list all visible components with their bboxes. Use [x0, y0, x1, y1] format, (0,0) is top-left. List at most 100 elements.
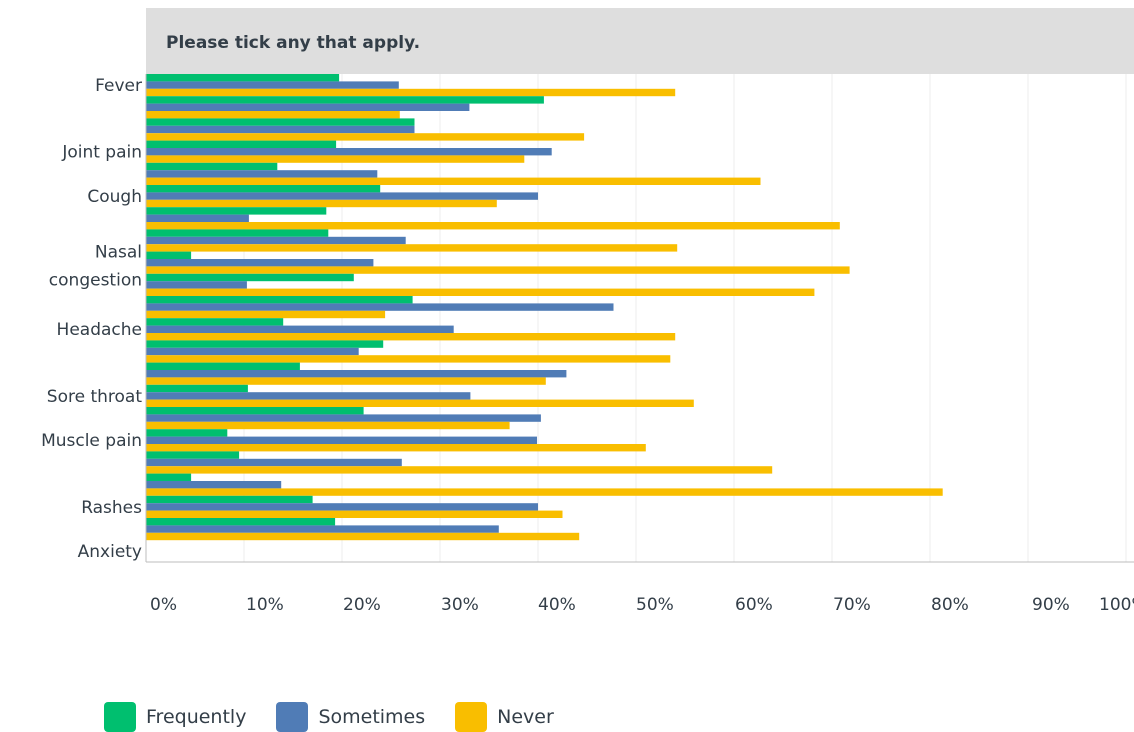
bar-frequently: [146, 296, 413, 304]
bar-never: [146, 355, 671, 363]
x-tick-label: 10%: [246, 595, 284, 615]
bar-sometimes: [146, 236, 406, 245]
category-label: congestion: [49, 271, 142, 291]
bar-never: [146, 88, 676, 97]
bar-frequently: [146, 407, 364, 415]
bar-sometimes: [146, 436, 537, 444]
category-label: Rashes: [81, 498, 142, 518]
bar-frequently: [146, 318, 284, 326]
x-tick-label: 50%: [636, 595, 674, 615]
bar-sometimes: [146, 370, 567, 378]
bar-frequently: [146, 429, 228, 437]
bar-never: [146, 133, 585, 141]
category-label: Nasal: [95, 243, 142, 263]
legend: Frequently Sometimes Never: [104, 702, 584, 732]
category-label: Cough: [87, 187, 142, 207]
bar-never: [146, 488, 943, 496]
x-tick-label: 20%: [343, 595, 381, 615]
bar-frequently: [146, 185, 381, 193]
x-tick-label: 100%: [1099, 595, 1134, 615]
bar-never: [146, 421, 510, 430]
bar-frequently: [146, 96, 544, 104]
category-label: Anxiety: [78, 542, 142, 562]
bars: [146, 74, 943, 541]
legend-swatch-never: [455, 702, 488, 732]
bar-sometimes: [146, 481, 282, 489]
bar-never: [146, 244, 678, 252]
category-label: Joint pain: [61, 143, 142, 163]
x-tick-label: 80%: [931, 595, 969, 615]
bar-never: [146, 377, 546, 385]
legend-swatch-frequently: [104, 702, 136, 732]
x-tick-labels: 0% 10% 20% 30% 40% 50% 60% 70% 80% 90% 100%: [150, 595, 1134, 615]
bar-never: [146, 466, 773, 474]
bar-never: [146, 222, 840, 230]
bar-frequently: [146, 518, 336, 526]
bar-never: [146, 288, 815, 296]
legend-item-frequently: Frequently: [104, 702, 246, 732]
bar-never: [146, 532, 580, 541]
title-bar: [146, 8, 1134, 74]
bar-sometimes: [146, 392, 471, 400]
bar-frequently: [146, 207, 327, 215]
x-tick-label: 30%: [441, 595, 479, 615]
bar-never: [146, 199, 497, 208]
legend-label-sometimes: Sometimes: [318, 706, 426, 728]
bar-sometimes: [146, 259, 374, 267]
bar-frequently: [146, 362, 300, 370]
bar-sometimes: [146, 170, 378, 178]
bar-sometimes: [146, 347, 359, 356]
bar-frequently: [146, 451, 240, 459]
x-tick-label: 90%: [1032, 595, 1070, 615]
bar-sometimes: [146, 148, 552, 156]
category-labels: Fever Joint pain Cough Nasal congestion Heada…: [41, 76, 142, 562]
bar-frequently: [146, 273, 354, 282]
bar-frequently: [146, 118, 415, 126]
bar-frequently: [146, 495, 313, 504]
bar-frequently: [146, 251, 192, 259]
legend-item-sometimes: Sometimes: [276, 702, 425, 732]
bar-sometimes: [146, 214, 249, 222]
bar-sometimes: [146, 525, 499, 533]
bar-frequently: [146, 140, 337, 148]
chart-title: Please tick any that apply.: [166, 33, 420, 53]
legend-label-frequently: Frequently: [146, 706, 247, 728]
category-label: Fever: [95, 76, 142, 96]
x-tick-label: 70%: [833, 595, 871, 615]
bar-never: [146, 266, 850, 274]
bar-sometimes: [146, 303, 614, 311]
bar-sometimes: [146, 458, 402, 467]
x-tick-label: 40%: [538, 595, 576, 615]
legend-item-never: Never: [455, 702, 554, 732]
bar-sometimes: [146, 325, 454, 333]
category-label: Headache: [57, 320, 142, 340]
bar-sometimes: [146, 81, 399, 89]
bar-sometimes: [146, 192, 538, 200]
category-label: Sore throat: [47, 387, 143, 407]
bar-frequently: [146, 74, 340, 82]
bar-sometimes: [146, 414, 541, 422]
bar-frequently: [146, 384, 248, 393]
bar-never: [146, 155, 525, 163]
bar-never: [146, 444, 646, 452]
bar-sometimes: [146, 281, 247, 289]
legend-swatch-sometimes: [276, 702, 309, 732]
bar-never: [146, 310, 386, 319]
legend-label-never: Never: [497, 706, 554, 728]
bar-sometimes: [146, 125, 415, 134]
bar-frequently: [146, 162, 278, 171]
bar-never: [146, 111, 400, 119]
bar-frequently: [146, 340, 384, 348]
bar-frequently: [146, 229, 329, 237]
x-tick-label: 60%: [735, 595, 773, 615]
bar-never: [146, 333, 676, 341]
chart: Please tick any that apply. Fever Joint p…: [41, 8, 1134, 615]
x-tick-label: 0%: [150, 595, 177, 615]
bar-frequently: [146, 473, 192, 481]
bar-sometimes: [146, 103, 470, 111]
bar-never: [146, 399, 694, 407]
category-label: Muscle pain: [41, 431, 142, 451]
bar-never: [146, 510, 563, 518]
bar-sometimes: [146, 503, 538, 511]
bar-never: [146, 177, 761, 185]
